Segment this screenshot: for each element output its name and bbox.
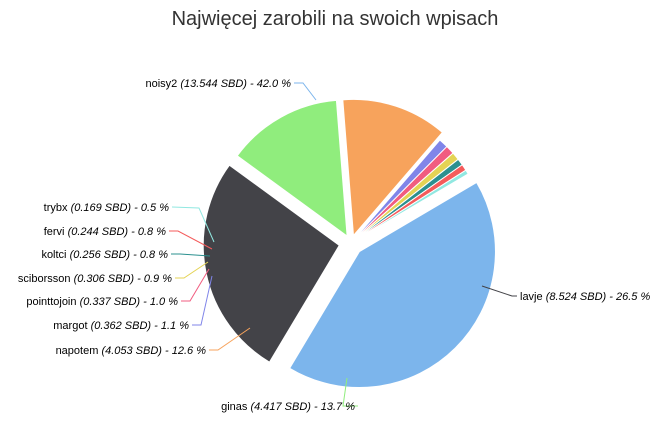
connector-lavje	[481, 285, 517, 297]
connector-margot	[192, 275, 213, 326]
label-name-fervi: fervi	[44, 226, 68, 238]
pie-slice-ginas	[236, 99, 348, 238]
label-name-noisy2: noisy2	[145, 78, 180, 90]
connector-napotem	[209, 327, 251, 351]
label-name-margot: margot	[53, 320, 90, 332]
label-ginas: ginas (4.417 SBD) - 13.7 %	[221, 401, 355, 413]
pie-slice-trybx	[350, 169, 469, 244]
pie-slice-noisy2	[288, 181, 496, 388]
label-noisy2: noisy2 (13.544 SBD) - 42.0 %	[145, 78, 291, 90]
connector-trybx	[171, 206, 215, 243]
label-lavje: lavje (8.524 SBD) - 26.5 %	[520, 291, 650, 303]
pie-slice-napotem	[342, 98, 444, 237]
label-detail-fervi: (0.244 SBD) - 0.8 %	[68, 226, 167, 238]
label-detail-napotem: (4.053 SBD) - 12.6 %	[101, 345, 206, 357]
label-detail-lavje: (8.524 SBD) - 26.5 %	[546, 291, 651, 303]
connector-fervi	[169, 230, 213, 250]
chart-title: Najwięcej zarobili na swoich wpisach	[171, 8, 499, 30]
label-detail-koltci: (0.256 SBD) - 0.8 %	[70, 249, 169, 261]
label-detail-sciborsson: (0.306 SBD) - 0.9 %	[74, 273, 173, 285]
label-detail-noisy2: (13.544 SBD) - 42.0 %	[180, 78, 291, 90]
label-pointtojoin: pointtojoin (0.337 SBD) - 1.0 %	[26, 296, 178, 308]
label-koltci: koltci (0.256 SBD) - 0.8 %	[41, 249, 168, 261]
label-detail-margot: (0.362 SBD) - 1.1 %	[91, 320, 190, 332]
label-name-ginas: ginas	[221, 401, 250, 413]
label-name-napotem: napotem	[56, 345, 102, 357]
connector-pointtojoin	[181, 268, 210, 302]
connector-ginas	[342, 377, 358, 407]
connector-noisy2	[294, 82, 317, 101]
label-name-sciborsson: sciborsson	[18, 273, 74, 285]
label-name-trybx: trybx	[44, 202, 71, 214]
label-name-lavje: lavje	[520, 291, 546, 303]
label-detail-ginas: (4.417 SBD) - 13.7 %	[250, 401, 355, 413]
label-fervi: fervi (0.244 SBD) - 0.8 %	[44, 226, 166, 238]
label-sciborsson: sciborsson (0.306 SBD) - 0.9 %	[18, 273, 172, 285]
label-name-koltci: koltci	[41, 249, 69, 261]
label-napotem: napotem (4.053 SBD) - 12.6 %	[56, 345, 207, 357]
label-trybx: trybx (0.169 SBD) - 0.5 %	[44, 202, 170, 214]
connector-koltci	[171, 253, 211, 257]
label-margot: margot (0.362 SBD) - 1.1 %	[53, 320, 189, 332]
pie-slice-lavje	[202, 164, 340, 363]
label-detail-trybx: (0.169 SBD) - 0.5 %	[71, 202, 170, 214]
connector-sciborsson	[175, 261, 209, 279]
label-detail-pointtojoin: (0.337 SBD) - 1.0 %	[80, 296, 179, 308]
label-name-pointtojoin: pointtojoin	[26, 296, 79, 308]
